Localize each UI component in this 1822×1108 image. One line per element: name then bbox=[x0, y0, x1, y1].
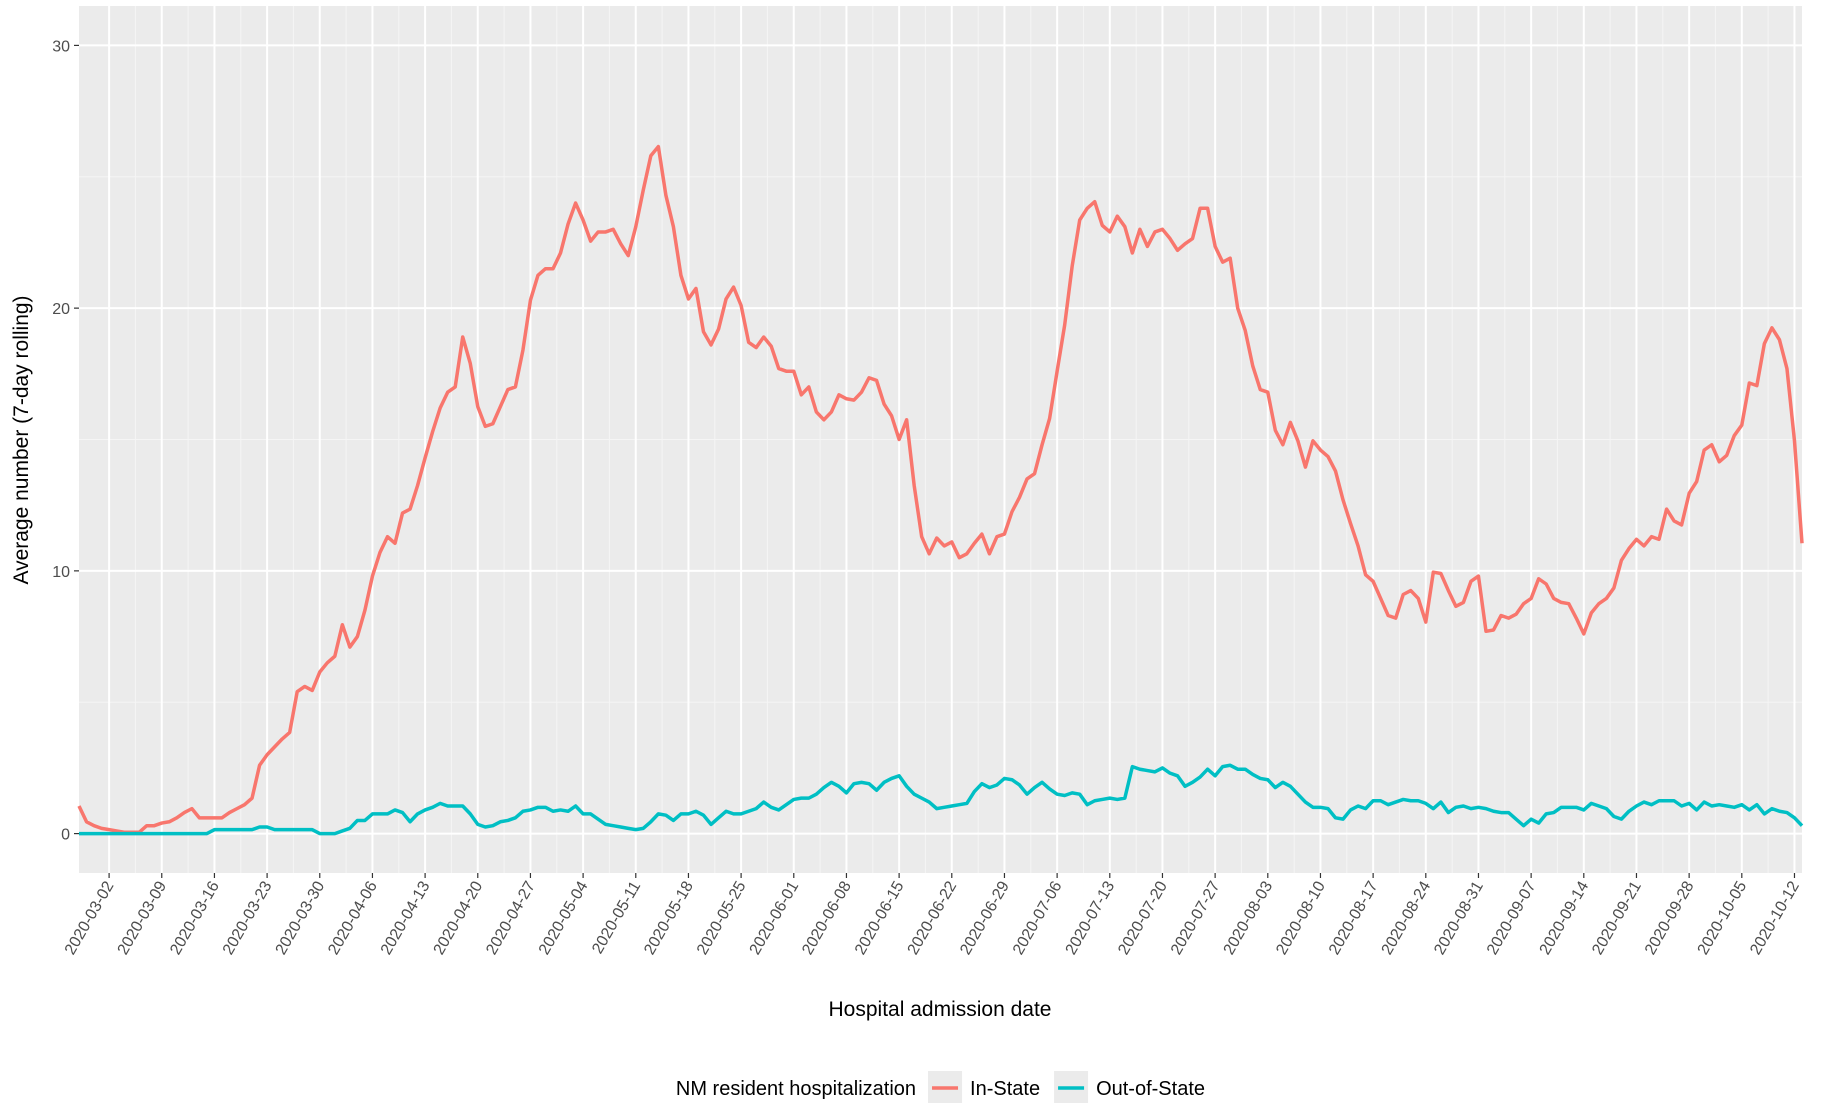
x-tick-label: 2020-07-27 bbox=[1168, 878, 1224, 957]
legend-label: Out-of-State bbox=[1096, 1078, 1205, 1100]
x-tick-label: 2020-06-29 bbox=[957, 878, 1013, 957]
x-tick-label: 2020-08-17 bbox=[1326, 878, 1382, 957]
x-tick-label: 2020-08-24 bbox=[1379, 878, 1435, 957]
x-axis-title: Hospital admission date bbox=[829, 998, 1052, 1021]
x-tick-label: 2020-10-05 bbox=[1695, 878, 1751, 957]
x-tick-label: 2020-04-06 bbox=[325, 878, 381, 957]
x-tick-label: 2020-08-03 bbox=[1221, 878, 1277, 957]
x-tick-label: 2020-06-08 bbox=[799, 878, 855, 957]
x-tick-label: 2020-03-02 bbox=[62, 878, 118, 957]
y-tick-label: 30 bbox=[52, 38, 70, 55]
x-tick-label: 2020-05-25 bbox=[694, 878, 750, 957]
x-tick-label: 2020-03-30 bbox=[273, 878, 329, 957]
series-line bbox=[79, 763, 1804, 836]
lines bbox=[77, 144, 1804, 836]
y-tick-label: 0 bbox=[61, 827, 70, 844]
x-tick-label: 2020-05-18 bbox=[641, 878, 697, 957]
x-tick-label: 2020-03-16 bbox=[167, 878, 223, 957]
y-axis-title: Average number (7-day rolling) bbox=[10, 295, 33, 584]
y-tick-label: 20 bbox=[52, 301, 70, 318]
x-tick-label: 2020-05-04 bbox=[536, 878, 592, 957]
x-tick-label: 2020-07-13 bbox=[1063, 878, 1119, 957]
x-tick-label: 2020-09-14 bbox=[1537, 878, 1593, 957]
y-tick-label: 10 bbox=[52, 564, 70, 581]
x-tick-label: 2020-08-31 bbox=[1431, 878, 1487, 957]
x-tick-label: 2020-06-01 bbox=[747, 878, 803, 957]
x-tick-label: 2020-05-11 bbox=[589, 878, 644, 956]
x-tick-label: 2020-07-06 bbox=[1010, 878, 1066, 957]
x-tick-label: 2020-07-20 bbox=[1115, 878, 1171, 957]
x-tick-label: 2020-03-09 bbox=[115, 878, 171, 957]
x-tick-label: 2020-04-13 bbox=[378, 878, 434, 957]
x-tick-label: 2020-03-23 bbox=[220, 878, 276, 957]
x-tick-label: 2020-06-22 bbox=[905, 878, 961, 957]
legend-label: In-State bbox=[970, 1078, 1040, 1100]
x-tick-label: 2020-09-28 bbox=[1642, 878, 1698, 957]
x-tick-label: 2020-04-27 bbox=[483, 878, 539, 957]
x-tick-label: 2020-08-10 bbox=[1273, 878, 1329, 957]
x-tick-label: 2020-04-20 bbox=[431, 878, 487, 957]
legend-title: NM resident hospitalization bbox=[676, 1078, 916, 1100]
x-tick-label: 2020-09-07 bbox=[1484, 878, 1540, 957]
series-line bbox=[77, 144, 1804, 835]
x-tick-label: 2020-10-12 bbox=[1747, 878, 1803, 957]
legend: NM resident hospitalization In-State Out-o… bbox=[676, 1071, 1205, 1105]
x-tick-label: 2020-09-21 bbox=[1589, 878, 1645, 957]
x-tick-label: 2020-06-15 bbox=[852, 878, 908, 957]
